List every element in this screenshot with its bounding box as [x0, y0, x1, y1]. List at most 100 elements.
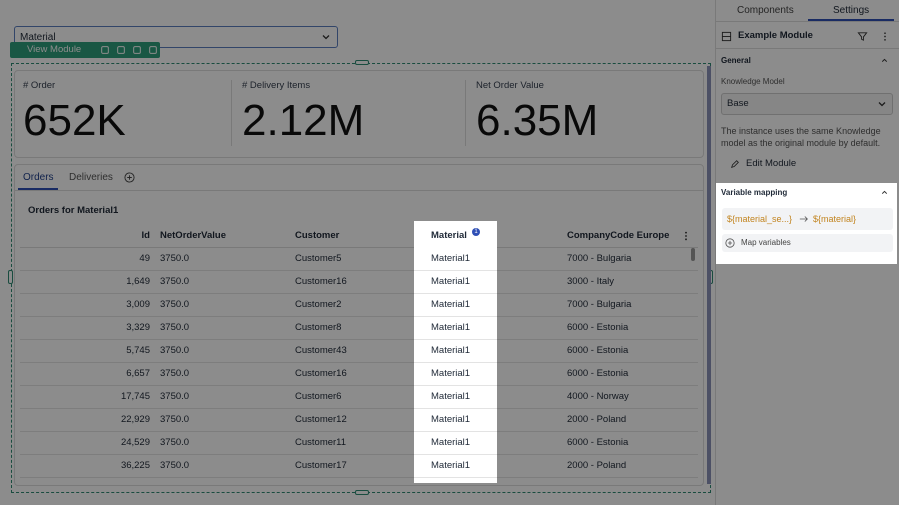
table-cell: 7000 - Bulgaria [567, 253, 632, 264]
row-line [414, 408, 497, 409]
kpi-divider [231, 80, 232, 146]
row-line [414, 454, 497, 455]
material-column-highlight [414, 221, 497, 483]
module-name: Example Module [738, 30, 813, 41]
table-cell: 6,657 [126, 368, 150, 379]
edit-icon[interactable] [730, 159, 740, 169]
table-cell: Customer2 [295, 299, 342, 310]
table-cell: 6000 - Estonia [567, 322, 629, 333]
tabs-divider [14, 190, 704, 191]
row-line [20, 293, 698, 294]
map-variables-row[interactable] [722, 234, 893, 252]
row-line [20, 339, 698, 340]
table-cell: 3000 - Italy [567, 276, 614, 287]
resize-handle[interactable] [355, 490, 369, 495]
table-cell: 1,649 [126, 276, 150, 287]
table-cell: 36,225 [120, 460, 150, 471]
tab[interactable]: Orders [23, 172, 54, 183]
table-cell: Material1 [431, 345, 471, 356]
kpi-divider [465, 80, 466, 146]
more-icon[interactable] [880, 31, 890, 42]
kpi-value: 2.12M [242, 96, 365, 145]
row-line [20, 477, 698, 478]
table-cell: Customer8 [295, 322, 342, 333]
sidebar-tab[interactable]: Components [737, 5, 794, 16]
dropdown-caret [322, 35, 330, 40]
toolbar-icon[interactable] [148, 45, 158, 55]
kpi-label: # Delivery Items [242, 80, 311, 91]
resize-handle[interactable] [355, 60, 369, 65]
table-cell: Material1 [431, 322, 471, 333]
collapse-icon[interactable] [880, 56, 889, 65]
table-cell: 6000 - Estonia [567, 368, 629, 379]
row-line [414, 339, 497, 340]
edit-module-button[interactable]: Edit Module [746, 158, 797, 169]
table-cell: Customer12 [295, 414, 347, 425]
row-line [414, 431, 497, 432]
column-menu[interactable] [681, 230, 691, 242]
collapse-icon[interactable] [880, 188, 889, 197]
sidebar-tab[interactable]: Settings [833, 5, 870, 16]
column-header[interactable]: Customer [295, 230, 340, 241]
kpi-label: # Order [23, 80, 56, 91]
table-cell: 3750.0 [160, 345, 190, 356]
add-tab-icon[interactable] [124, 172, 135, 183]
mapping-target: ${material} [813, 214, 857, 224]
table-cell: 3750.0 [160, 322, 190, 333]
table-cell: Material1 [431, 391, 471, 402]
table-cell: Customer43 [295, 345, 347, 356]
scrollbar-track [707, 66, 711, 484]
table-cell: 3,329 [126, 322, 150, 333]
add-icon[interactable] [725, 238, 735, 248]
table-cell: Material1 [431, 368, 471, 379]
module-toolbar-label[interactable]: View Module [27, 44, 82, 55]
kpi-card [14, 70, 704, 158]
tab[interactable]: Deliveries [69, 172, 113, 183]
table-cell: 6000 - Estonia [567, 437, 629, 448]
table-cell: Customer5 [295, 253, 342, 264]
field-label: Knowledge Model [721, 77, 785, 86]
table-cell: Material1 [431, 299, 471, 310]
row-line [20, 385, 698, 386]
filter-icon[interactable] [857, 31, 868, 42]
knowledge-model-select[interactable] [721, 93, 893, 115]
tab-underline [18, 188, 58, 190]
row-line [414, 362, 497, 363]
map-variables-button[interactable]: Map variables [741, 238, 791, 247]
row-line [414, 316, 497, 317]
table-cell: Material1 [431, 460, 471, 471]
toolbar-icon[interactable] [132, 45, 142, 55]
table-cell: 6000 - Estonia [567, 345, 629, 356]
table-cell: 17,745 [120, 391, 150, 402]
table-cell: 3750.0 [160, 299, 190, 310]
select-caret [878, 102, 886, 107]
sidebar-line [716, 48, 899, 49]
resize-handle[interactable] [8, 270, 13, 284]
column-header[interactable]: Id [141, 230, 150, 241]
row-line [20, 270, 698, 271]
table-cell: 3750.0 [160, 253, 190, 264]
description: The instance uses the same Knowledge mod… [721, 126, 881, 148]
column-header[interactable]: NetOrderValue [160, 230, 226, 241]
table-cell: 3750.0 [160, 460, 190, 471]
toolbar-icon[interactable] [100, 45, 110, 55]
row-line [20, 431, 698, 432]
table-cell: 4000 - Norway [567, 391, 629, 402]
column-header[interactable]: CompanyCode Europe [567, 230, 670, 241]
table-cell: Customer17 [295, 460, 347, 471]
table-cell: 24,529 [120, 437, 150, 448]
table-cell: 3750.0 [160, 414, 190, 425]
row-line [414, 477, 497, 478]
toolbar-icon[interactable] [116, 45, 126, 55]
section-title: General [721, 56, 751, 65]
table-cell: 3,009 [126, 299, 150, 310]
table-cell: Material1 [431, 253, 471, 264]
table-cell: 22,929 [120, 414, 150, 425]
row-line [414, 293, 497, 294]
row-line [414, 270, 497, 271]
column-header[interactable]: Material [431, 230, 467, 241]
scrollbar-thumb [691, 248, 695, 261]
row-line [20, 408, 698, 409]
row-line [20, 454, 698, 455]
